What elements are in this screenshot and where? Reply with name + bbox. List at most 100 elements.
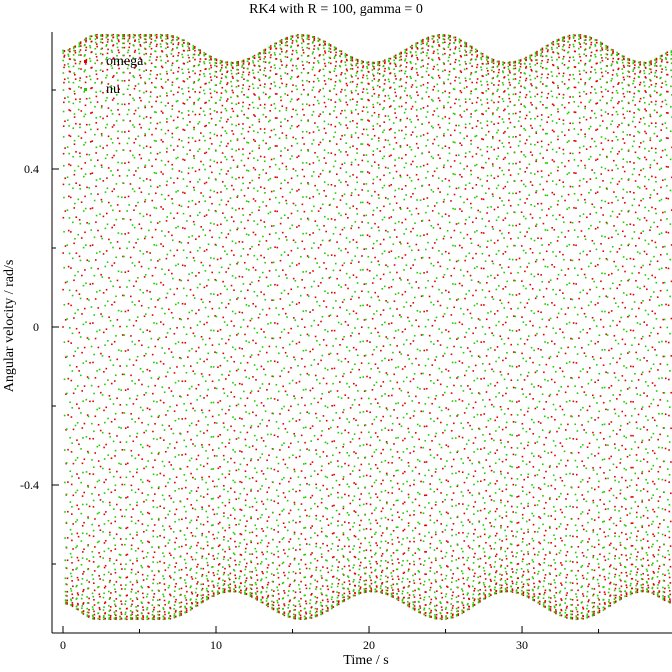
point-omega [452,492,455,494]
point-omega [262,440,265,442]
point-omega [442,237,445,240]
point-omega [145,52,147,55]
point-omega [282,522,285,525]
point-omega [138,300,140,302]
point-omega [598,603,601,605]
point-omega [289,610,291,612]
point-omega [423,349,426,352]
point-omega [375,590,378,593]
point-omega [204,53,207,55]
point-omega [401,331,404,333]
point-omega [512,386,515,389]
point-omega [220,161,222,164]
point-omega [401,129,403,132]
point-omega [176,145,179,147]
point-omega [543,408,545,410]
point-omega [487,88,490,90]
point-omega [580,159,583,162]
point-omega [612,52,614,55]
point-omega [162,208,164,210]
point-omega [616,216,619,218]
point-omega [575,172,577,175]
point-omega [547,49,549,51]
point-omega [75,151,77,153]
point-omega [527,444,529,447]
point-omega [68,48,71,50]
point-omega [185,567,187,569]
point-omega [85,39,87,42]
point-omega [480,304,483,306]
point-omega [237,102,240,104]
point-omega [344,284,347,286]
point-omega [238,275,241,278]
point-omega [541,51,544,53]
point-omega [644,108,646,110]
point-omega [75,182,77,184]
point-omega [609,565,611,568]
point-omega [182,128,184,131]
point-omega [339,167,342,169]
point-omega [531,127,533,129]
point-omega [224,412,227,415]
point-omega [232,159,235,162]
point-omega [295,521,297,524]
point-omega [284,496,286,499]
point-omega [413,582,416,584]
point-omega [521,513,524,516]
point-omega [347,324,349,326]
point-omega [259,84,262,87]
point-omega [124,427,127,429]
point-omega [319,173,322,175]
point-omega [200,373,203,375]
point-omega [505,426,507,429]
point-omega [243,137,246,140]
point-omega [273,528,275,531]
point-omega [326,606,329,609]
point-omega [352,239,355,241]
point-omega [331,440,334,443]
point-omega [485,355,488,357]
point-omega [547,208,550,210]
point-omega [471,81,473,84]
point-omega [354,535,357,538]
point-omega [586,446,589,448]
point-omega [264,56,266,58]
point-omega [265,276,268,279]
point-omega [423,425,426,428]
point-omega [92,506,95,508]
point-omega [529,428,531,430]
point-omega [143,355,146,357]
point-omega [607,139,610,142]
point-omega [99,429,102,432]
point-omega [641,441,643,444]
point-omega [391,429,393,431]
point-omega [638,204,641,207]
point-omega [383,205,385,208]
point-omega [270,129,273,132]
point-omega [308,38,310,41]
point-omega [387,429,390,431]
point-omega [66,577,69,580]
point-omega [109,616,112,619]
point-omega [156,96,159,98]
point-omega [640,302,643,304]
point-omega [617,102,619,105]
point-omega [95,221,97,223]
point-omega [322,566,324,568]
point-omega [115,616,117,619]
point-omega [641,586,644,589]
point-omega [366,234,369,236]
point-omega [639,70,642,72]
point-omega [616,153,619,155]
point-omega [115,610,117,612]
point-omega [468,598,471,601]
point-omega [74,51,77,54]
point-omega [415,395,417,398]
point-omega [336,206,338,208]
point-omega [572,361,575,364]
point-omega [390,184,392,186]
point-omega [495,583,497,586]
point-omega [166,43,169,45]
point-omega [289,599,291,602]
point-omega [64,210,67,212]
